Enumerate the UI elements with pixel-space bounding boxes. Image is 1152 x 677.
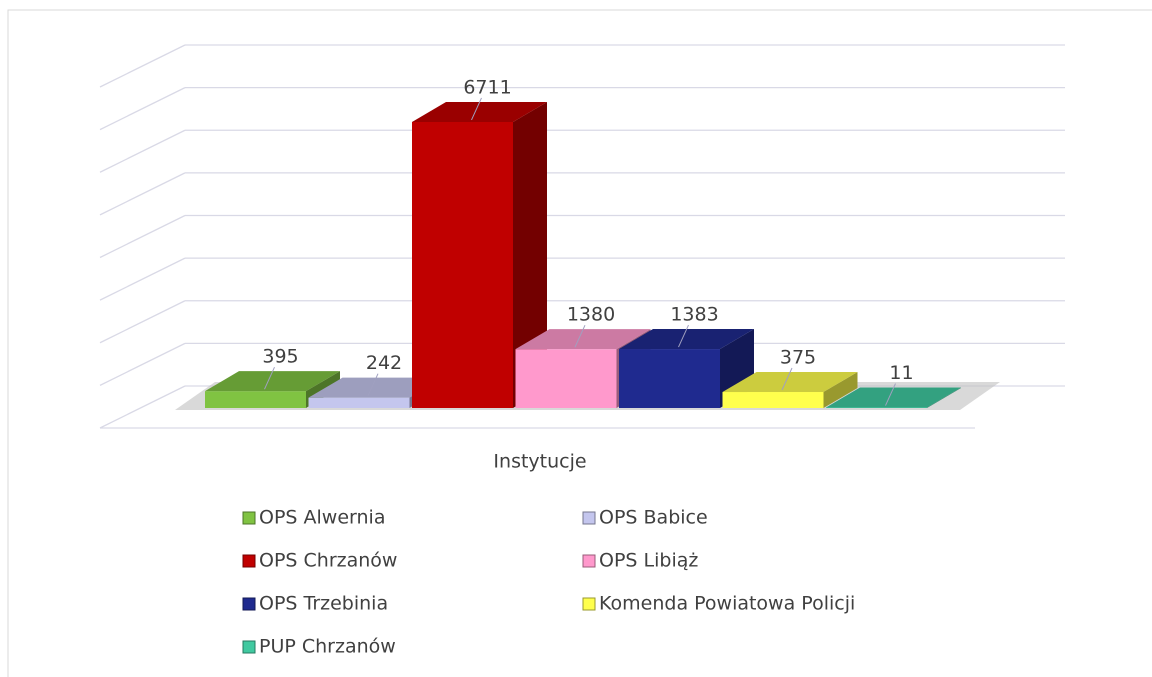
label-leader <box>367 373 379 396</box>
legend-swatch <box>242 640 256 654</box>
label-leader <box>574 324 586 348</box>
legend-swatch <box>582 597 596 611</box>
bar-top <box>412 101 547 122</box>
value-label: 6711 <box>463 76 511 98</box>
label-leader <box>781 367 793 391</box>
side-grid-line <box>99 129 186 173</box>
side-grid-line <box>99 214 186 259</box>
value-label: 11 <box>889 362 913 384</box>
legend-label: OPS Chrzanów <box>259 550 397 572</box>
bar <box>205 391 306 408</box>
side-grid-line <box>99 44 186 88</box>
legend-swatch <box>582 554 596 568</box>
legend-label: OPS Trzebinia <box>259 593 388 615</box>
bar <box>619 349 720 408</box>
value-label: 395 <box>262 346 298 368</box>
bar-top <box>722 372 858 393</box>
label-leader <box>471 97 482 121</box>
side-grid-line <box>99 172 186 216</box>
bar-top <box>308 377 444 398</box>
side-grid-line <box>99 257 186 301</box>
bar-side <box>823 372 858 408</box>
labels: 395 242 6711 1380 1383 375 11 <box>262 76 914 406</box>
legend-label: OPS Babice <box>599 507 708 529</box>
bar-top <box>515 329 651 350</box>
value-label: 375 <box>780 347 816 369</box>
legend-label: OPS Libiąż <box>599 550 698 572</box>
label-leader <box>678 324 689 348</box>
side-grid-line <box>99 87 186 131</box>
side-grid-line <box>99 342 186 386</box>
bar-top <box>826 387 961 408</box>
label-leader <box>264 366 275 390</box>
bar <box>722 392 824 408</box>
legend-swatch <box>582 511 596 525</box>
side-grid-line <box>99 385 186 429</box>
bar <box>412 121 513 408</box>
bar <box>515 349 617 408</box>
label-leader <box>885 383 896 406</box>
legend-label: OPS Alwernia <box>259 507 385 529</box>
legend-label: PUP Chrzanów <box>259 636 396 658</box>
chart-frame <box>7 9 1152 677</box>
side-grid-line <box>99 300 186 344</box>
value-label: 1380 <box>567 304 615 326</box>
bar-top <box>619 329 754 350</box>
value-label: 242 <box>366 352 402 374</box>
bar-side <box>513 101 547 408</box>
legend-swatch <box>242 597 256 611</box>
legend-swatch <box>242 511 256 525</box>
category-label: Instytucje <box>493 451 586 473</box>
bar-side <box>927 387 961 408</box>
legend-label: Komenda Powiatowa Policji <box>599 593 855 615</box>
bars <box>205 101 961 408</box>
legend-swatch <box>242 554 256 568</box>
bar <box>308 397 410 408</box>
bar-top <box>205 371 340 392</box>
value-label: 1383 <box>670 304 718 326</box>
